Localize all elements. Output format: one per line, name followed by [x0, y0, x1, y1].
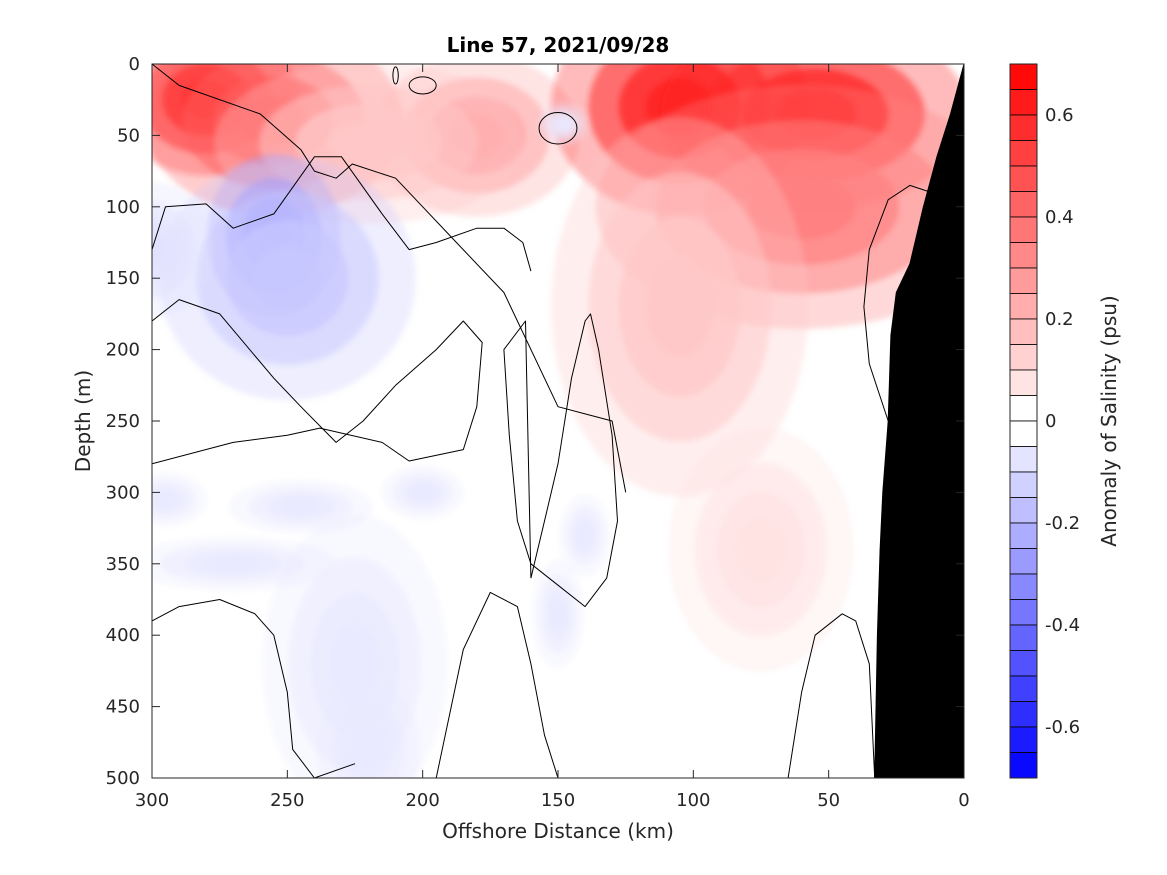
colorbar-level-1	[1009, 63, 1038, 90]
x-tick-label-300: 300	[135, 790, 169, 811]
colorbar-level-21	[1009, 573, 1038, 600]
colorbar-level-22	[1009, 599, 1038, 626]
zero-contour-3	[152, 299, 483, 465]
anomaly-feature-negative-14-level-4	[281, 499, 320, 514]
colorbar-level-27	[1009, 726, 1038, 753]
bathymetry	[874, 64, 964, 778]
anomaly-feature-negative-19-level-4	[355, 731, 383, 768]
colorbar-level-5	[1009, 165, 1038, 192]
anomaly-feature-negative-15-level-4	[154, 492, 177, 507]
x-tick-label-50: 50	[817, 790, 840, 811]
x-tick-label-0: 0	[958, 790, 969, 811]
colorbar-level-14	[1009, 395, 1038, 422]
colorbar-level-11	[1009, 318, 1038, 345]
anomaly-feature-negative-16-level-4	[206, 556, 261, 571]
colorbar-level-19	[1009, 522, 1038, 549]
colorbar-level-13	[1009, 369, 1038, 396]
anomaly-feature-negative-13-level-4	[556, 118, 571, 130]
anomaly-feature-negative-20-level-4	[578, 524, 592, 546]
y-tick-label-400: 400	[106, 625, 140, 646]
anomaly-feature-negative-21-level-4	[551, 599, 565, 629]
colorbar-level-6	[1009, 191, 1038, 218]
x-tick-label-250: 250	[270, 790, 304, 811]
y-tick-label-250: 250	[106, 411, 140, 432]
y-tick-label-150: 150	[106, 268, 140, 289]
plot-area	[151, 63, 965, 779]
x-tick-label-100: 100	[676, 790, 710, 811]
colorbar-level-12	[1009, 344, 1038, 371]
anomaly-feature-positive-4-level-4	[327, 121, 410, 164]
zero-contour-4	[503, 313, 618, 608]
y-tick-label-300: 300	[106, 482, 140, 503]
x-axis: 300 250 200 150 100 50 0	[135, 64, 970, 811]
bathymetry-seafloor	[874, 64, 964, 778]
y-tick-label-100: 100	[106, 197, 140, 218]
zero-contour-closed-1	[538, 112, 578, 145]
anomaly-feature-negative-11-level-4	[253, 246, 322, 311]
zero-contour-2	[152, 156, 532, 272]
zero-contour-closed-3	[392, 66, 399, 85]
colorbar-level-3	[1009, 114, 1038, 141]
y-tick-label-500: 500	[106, 768, 140, 789]
zero-contour-6	[435, 591, 559, 778]
zero-contours	[152, 64, 932, 778]
y-tick-label-0: 0	[129, 54, 140, 75]
colorbar-level-17	[1009, 471, 1038, 498]
anomaly-feature-negative-17-level-4	[411, 485, 434, 500]
x-axis-title: Offshore Distance (km)	[442, 819, 674, 843]
colorbar-level-4	[1009, 140, 1038, 167]
colorbar-ticks: 0.6 0.4 0.2 0 -0.2 -0.4 -0.6	[1045, 105, 1080, 738]
anomaly-feature-positive-8-level-4	[645, 256, 714, 357]
y-tick-label-450: 450	[106, 697, 140, 718]
anomaly-field	[152, 64, 964, 778]
colorbar-tick-label-0.4: 0.4	[1045, 207, 1074, 228]
zero-contour-7	[787, 613, 876, 778]
colorbar-level-7	[1009, 216, 1038, 243]
x-tick-label-200: 200	[405, 790, 439, 811]
colorbar-level-9	[1009, 267, 1038, 294]
colorbar-level-2	[1009, 89, 1038, 116]
colorbar-level-18	[1009, 497, 1038, 524]
colorbar	[1009, 63, 1038, 779]
colorbar-level-16	[1009, 446, 1038, 473]
y-tick-label-350: 350	[106, 554, 140, 575]
colorbar-tick-label--0.6: -0.6	[1045, 717, 1080, 738]
colorbar-level-25	[1009, 675, 1038, 702]
colorbar-level-24	[1009, 650, 1038, 677]
anomaly-feature-negative-12-level-4	[152, 231, 169, 268]
colorbar-level-15	[1009, 420, 1038, 447]
colorbar-level-23	[1009, 624, 1038, 651]
y-axis: 0 50 100 150 200 250 300 350 400 450 500	[106, 54, 964, 789]
zero-contour-closed-2	[408, 76, 437, 95]
colorbar-tick-label-0.6: 0.6	[1045, 105, 1074, 126]
colorbar-border	[1009, 63, 1038, 779]
colorbar-level-8	[1009, 242, 1038, 269]
y-tick-label-200: 200	[106, 340, 140, 361]
colorbar-level-28	[1009, 752, 1038, 779]
y-tick-label-50: 50	[117, 125, 140, 146]
colorbar-level-20	[1009, 548, 1038, 575]
x-tick-label-150: 150	[541, 790, 575, 811]
colorbar-tick-label--0.4: -0.4	[1045, 615, 1080, 636]
zero-contour-1	[152, 64, 627, 493]
colorbar-tick-label-0.2: 0.2	[1045, 309, 1074, 330]
colorbar-level-10	[1009, 293, 1038, 320]
zero-contour-8	[863, 184, 932, 450]
chart-title: Line 57, 2021/09/28	[447, 33, 670, 57]
colorbar-title: Anomaly of Salinity (psu)	[1097, 295, 1121, 546]
y-axis-title: Depth (m)	[71, 370, 95, 472]
anomaly-feature-positive-9-level-4	[736, 517, 786, 582]
zero-contour-5	[152, 599, 356, 778]
colorbar-level-26	[1009, 701, 1038, 728]
colorbar-tick-label--0.2: -0.2	[1045, 513, 1080, 534]
colorbar-tick-label-0: 0	[1045, 411, 1056, 432]
